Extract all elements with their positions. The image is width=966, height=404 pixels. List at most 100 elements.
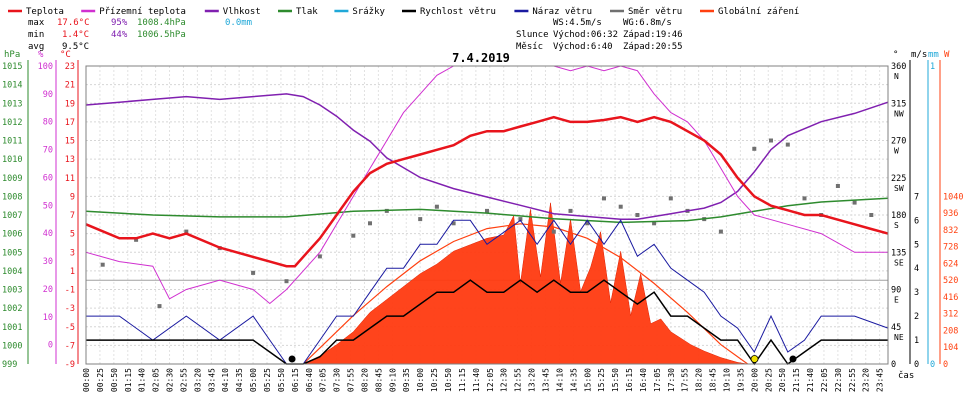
ms-unit: m/s	[911, 50, 927, 60]
w-tick: 728	[943, 243, 958, 253]
pct-tick: 70	[43, 146, 53, 156]
x-tick: 05:00	[249, 368, 258, 392]
wind-direction-point	[434, 204, 439, 209]
x-tick: 10:25	[430, 368, 439, 392]
x-tick: 17:30	[667, 368, 676, 392]
axes: hPa% °C ° m/s mm W101510141013101210111010100…	[2, 50, 963, 392]
legend-label: Náraz větru	[532, 7, 592, 17]
pct-tick: 60	[43, 174, 53, 184]
dir-tick-deg: 225	[891, 174, 906, 184]
x-tick: 13:45	[542, 368, 551, 392]
ms-tick: 5	[914, 240, 919, 250]
wind-direction-point	[418, 217, 423, 222]
wind-speed-line	[86, 279, 888, 366]
celsius-tick: 13	[65, 155, 75, 165]
w-tick: 312	[943, 310, 958, 320]
sun-rise: Východ:06:32	[553, 30, 618, 40]
pct-tick: 20	[43, 285, 53, 295]
wind-direction-point	[157, 304, 162, 309]
x-tick: 07:05	[319, 368, 328, 392]
x-tick: 06:40	[305, 368, 314, 392]
wind-direction-point	[485, 208, 489, 213]
header-info: max 17.6°C 95% 1008.4hPa 0.0mm min 1.4°C…	[28, 18, 683, 65]
hpa-tick: 1004	[2, 267, 22, 277]
x-tick: 09:35	[402, 368, 411, 392]
sun-set: Západ:19:46	[623, 30, 683, 40]
x-tick: 16:15	[625, 368, 634, 392]
slunce-label: Slunce	[516, 30, 549, 40]
celsius-tick: 1	[70, 267, 75, 277]
x-tick: 11:40	[472, 368, 481, 392]
x-tick: 07:55	[347, 368, 356, 392]
w-tick: 520	[943, 276, 958, 286]
moon-set-marker	[789, 355, 797, 363]
ms-tick: 6	[914, 216, 919, 226]
x-tick: 12:30	[500, 368, 509, 392]
wind-direction-point	[635, 213, 640, 217]
wind-direction-point	[518, 217, 523, 222]
stats-max-hum: 95%	[111, 18, 128, 28]
celsius-tick: -3	[65, 304, 75, 314]
pct-tick: 100	[38, 62, 53, 72]
x-tick: 08:20	[361, 368, 370, 392]
hpa-tick: 1014	[2, 81, 22, 91]
chart-title: 7.4.2019	[452, 51, 510, 65]
temperature-line	[85, 115, 889, 268]
hpa-unit: hPa	[4, 50, 20, 60]
pct-tick: 80	[43, 118, 53, 128]
sun-set-marker	[750, 355, 759, 363]
wind-direction-point	[802, 196, 807, 201]
x-tick: 12:55	[514, 368, 523, 392]
wind-direction-point	[852, 200, 857, 205]
moon-rise: Východ:6:40	[553, 42, 613, 52]
wind-direction-point	[618, 204, 623, 209]
dir-tick-name: SW	[894, 184, 904, 193]
x-tick: 10:50	[444, 368, 453, 392]
hpa-tick: 1015	[2, 62, 22, 72]
x-tick: 00:00	[82, 368, 91, 392]
dir-tick-name: W	[894, 147, 899, 156]
x-tick: 09:10	[388, 368, 397, 392]
wind-direction-point	[451, 221, 456, 226]
x-tick: 19:35	[736, 368, 745, 392]
wind-direction-point	[718, 229, 723, 234]
pct-tick: 10	[43, 313, 53, 323]
dir-tick-name: SE	[894, 258, 904, 267]
x-tick: 23:20	[862, 368, 871, 392]
mm-tick: 0	[930, 360, 935, 370]
x-tick: 22:05	[820, 368, 829, 392]
hpa-tick: 1013	[2, 99, 22, 109]
x-tick: 06:15	[291, 368, 300, 392]
celsius-tick: -5	[65, 323, 75, 333]
hpa-tick: 1010	[2, 155, 22, 165]
x-tick: 04:35	[235, 368, 244, 392]
hpa-tick: 1006	[2, 230, 22, 240]
wind-direction-point	[351, 233, 356, 238]
wind-direction-point	[134, 237, 139, 242]
hpa-tick: 1000	[2, 341, 22, 351]
x-tick: 05:50	[277, 368, 286, 392]
stats-min-hum: 44%	[111, 30, 128, 40]
celsius-tick: 17	[65, 118, 75, 128]
legend-label: Směr větru	[628, 7, 682, 17]
dir-tick-deg: 360	[891, 62, 906, 72]
wind-direction-point	[284, 279, 289, 284]
x-tick: 20:00	[750, 368, 759, 392]
hpa-tick: 1003	[2, 286, 22, 296]
wind-direction-point	[568, 208, 573, 213]
wind-direction-point	[251, 270, 256, 275]
ms-tick: 1	[914, 336, 919, 346]
wind-direction-point	[652, 221, 657, 226]
wind-direction-point	[602, 196, 606, 201]
x-tick: 15:00	[583, 368, 592, 392]
wind-direction-point	[184, 229, 189, 234]
wind-direction-point	[585, 221, 590, 226]
dir-tick-deg: 45	[891, 323, 901, 333]
celsius-tick: 11	[65, 174, 75, 184]
celsius-tick: 23	[65, 62, 75, 72]
hpa-tick: 1002	[2, 304, 22, 314]
dir-tick-deg: 135	[891, 248, 906, 258]
x-tick: 21:40	[806, 368, 815, 392]
stats-max-temp: 17.6°C	[57, 18, 90, 28]
x-axis-label: čas	[898, 370, 914, 381]
